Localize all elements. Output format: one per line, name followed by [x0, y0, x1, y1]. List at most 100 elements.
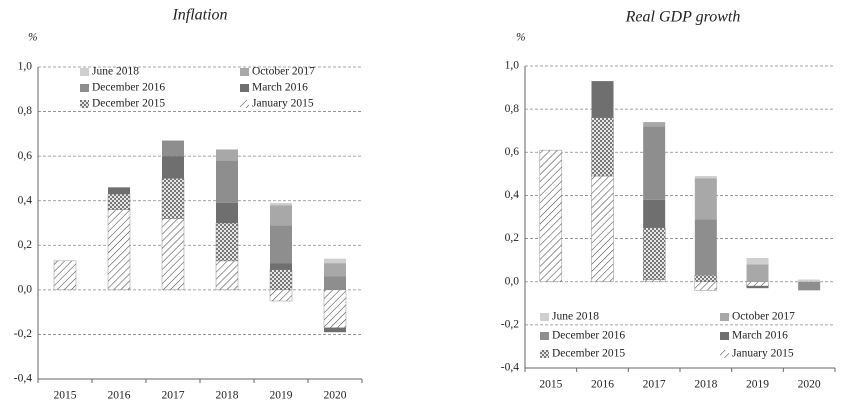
- bar-segment: [643, 199, 666, 228]
- legend-swatch: [540, 350, 549, 358]
- y-tick-label: -0,4: [501, 362, 519, 374]
- y-axis-label: %: [516, 32, 526, 44]
- legend-label: December 2015: [92, 98, 165, 110]
- bar-segment: [323, 289, 347, 328]
- bar-segment: [107, 209, 131, 291]
- legend-swatch: [720, 332, 729, 340]
- bar-segment: [798, 281, 821, 291]
- bar-segment: [161, 178, 185, 219]
- y-tick-label: 0,6: [505, 146, 520, 158]
- y-tick-label: 0,4: [18, 194, 33, 206]
- legend-label: June 2018: [92, 66, 139, 78]
- legend-swatch: [540, 313, 549, 321]
- legend-swatch: [720, 350, 729, 358]
- x-tick-label: 2016: [108, 390, 131, 402]
- bar-segment: [270, 205, 292, 226]
- y-tick-label: 0,0: [18, 283, 33, 295]
- bar-segment: [216, 160, 238, 203]
- bar-segment: [642, 227, 666, 280]
- legend-swatch: [80, 84, 89, 92]
- bar-segment: [53, 260, 77, 291]
- x-tick-label: 2015: [539, 379, 562, 391]
- bar-segment: [215, 260, 239, 291]
- bar-segment: [539, 149, 563, 282]
- bar-segment: [694, 275, 718, 282]
- bar-segment: [643, 126, 666, 200]
- y-tick-label: 1,0: [505, 60, 520, 72]
- y-tick-label: 0,8: [505, 103, 520, 115]
- legend-swatch: [240, 68, 249, 76]
- bar-segment: [216, 202, 238, 223]
- bar-segment: [642, 279, 666, 282]
- y-tick-label: 0,4: [505, 189, 520, 201]
- legend-swatch: [80, 100, 89, 108]
- chart-title: Real GDP growth: [625, 9, 741, 26]
- legend-label: December 2016: [552, 330, 625, 342]
- bar-segment: [324, 263, 346, 277]
- bar-segment: [161, 218, 185, 291]
- bar-segment: [162, 140, 184, 157]
- bar-segment: [591, 117, 614, 177]
- bar-segment: [324, 327, 346, 333]
- chart: Inflation% -0,4 -0,2 0,0 0,2 0,4 0,6 0,8 1,0 2015…: [14, 7, 363, 402]
- y-tick-label: -0,4: [14, 373, 32, 385]
- bar-segment: [270, 263, 292, 270]
- x-tick-label: 2020: [798, 379, 821, 391]
- y-axis-label: %: [28, 32, 38, 44]
- chart-title: Inflation: [171, 7, 227, 24]
- x-tick-label: 2018: [694, 379, 717, 391]
- bar-segment: [269, 289, 293, 302]
- x-tick-label: 2018: [216, 390, 239, 402]
- bar-segment: [162, 156, 184, 179]
- legend-swatch: [720, 313, 729, 321]
- bar-segment: [746, 264, 769, 282]
- y-tick-label: 0,2: [18, 239, 33, 251]
- legend-label: January 2015: [252, 98, 314, 110]
- x-tick-label: 2015: [54, 390, 77, 402]
- legend-label: January 2015: [732, 348, 794, 360]
- bar-segment: [746, 286, 769, 289]
- bar-segment: [591, 81, 614, 118]
- y-tick-label: -0,2: [501, 318, 519, 330]
- chart: Real GDP growth% -0,4 -0,2 0,0 0,2 0,4 0,6 0,8 1…: [501, 9, 836, 391]
- legend-label: June 2018: [552, 311, 599, 323]
- bar-segment: [270, 202, 292, 206]
- y-tick-label: 0,2: [505, 232, 520, 244]
- x-tick-label: 2019: [746, 379, 769, 391]
- legend-label: October 2017: [732, 311, 795, 323]
- x-tick-label: 2017: [643, 379, 666, 391]
- bar-segment: [215, 222, 239, 262]
- x-tick-label: 2019: [270, 390, 293, 402]
- bar-segment: [108, 187, 130, 195]
- y-tick-label: 1,0: [18, 61, 33, 73]
- y-tick-label: 0,8: [18, 105, 33, 117]
- legend-label: October 2017: [252, 66, 315, 78]
- bar-segment: [694, 281, 718, 291]
- y-tick-label: 0,0: [505, 275, 520, 287]
- bar-segment: [107, 193, 131, 210]
- bar-segment: [746, 281, 769, 287]
- legend-swatch: [240, 84, 249, 92]
- legend-label: December 2016: [92, 82, 165, 94]
- bar-segment: [324, 258, 346, 264]
- x-tick-label: 2020: [324, 390, 347, 402]
- y-tick-label: 0,6: [18, 150, 33, 162]
- bar-segment: [324, 276, 346, 290]
- bar-segment: [798, 279, 821, 282]
- bar-segment: [269, 269, 293, 291]
- bar-segment: [694, 219, 717, 276]
- bar-segment: [746, 257, 769, 265]
- y-tick-label: -0,2: [14, 328, 32, 340]
- bar-segment: [694, 176, 717, 179]
- bar-segment: [694, 178, 717, 220]
- legend-swatch: [240, 100, 249, 108]
- legend-swatch: [540, 332, 549, 340]
- legend-label: March 2016: [732, 330, 788, 342]
- legend-swatch: [80, 68, 89, 76]
- legend-label: December 2015: [552, 348, 625, 360]
- x-tick-label: 2016: [591, 379, 614, 391]
- bar-segment: [216, 149, 238, 161]
- bar-segment: [643, 122, 666, 127]
- bar-segment: [591, 175, 614, 282]
